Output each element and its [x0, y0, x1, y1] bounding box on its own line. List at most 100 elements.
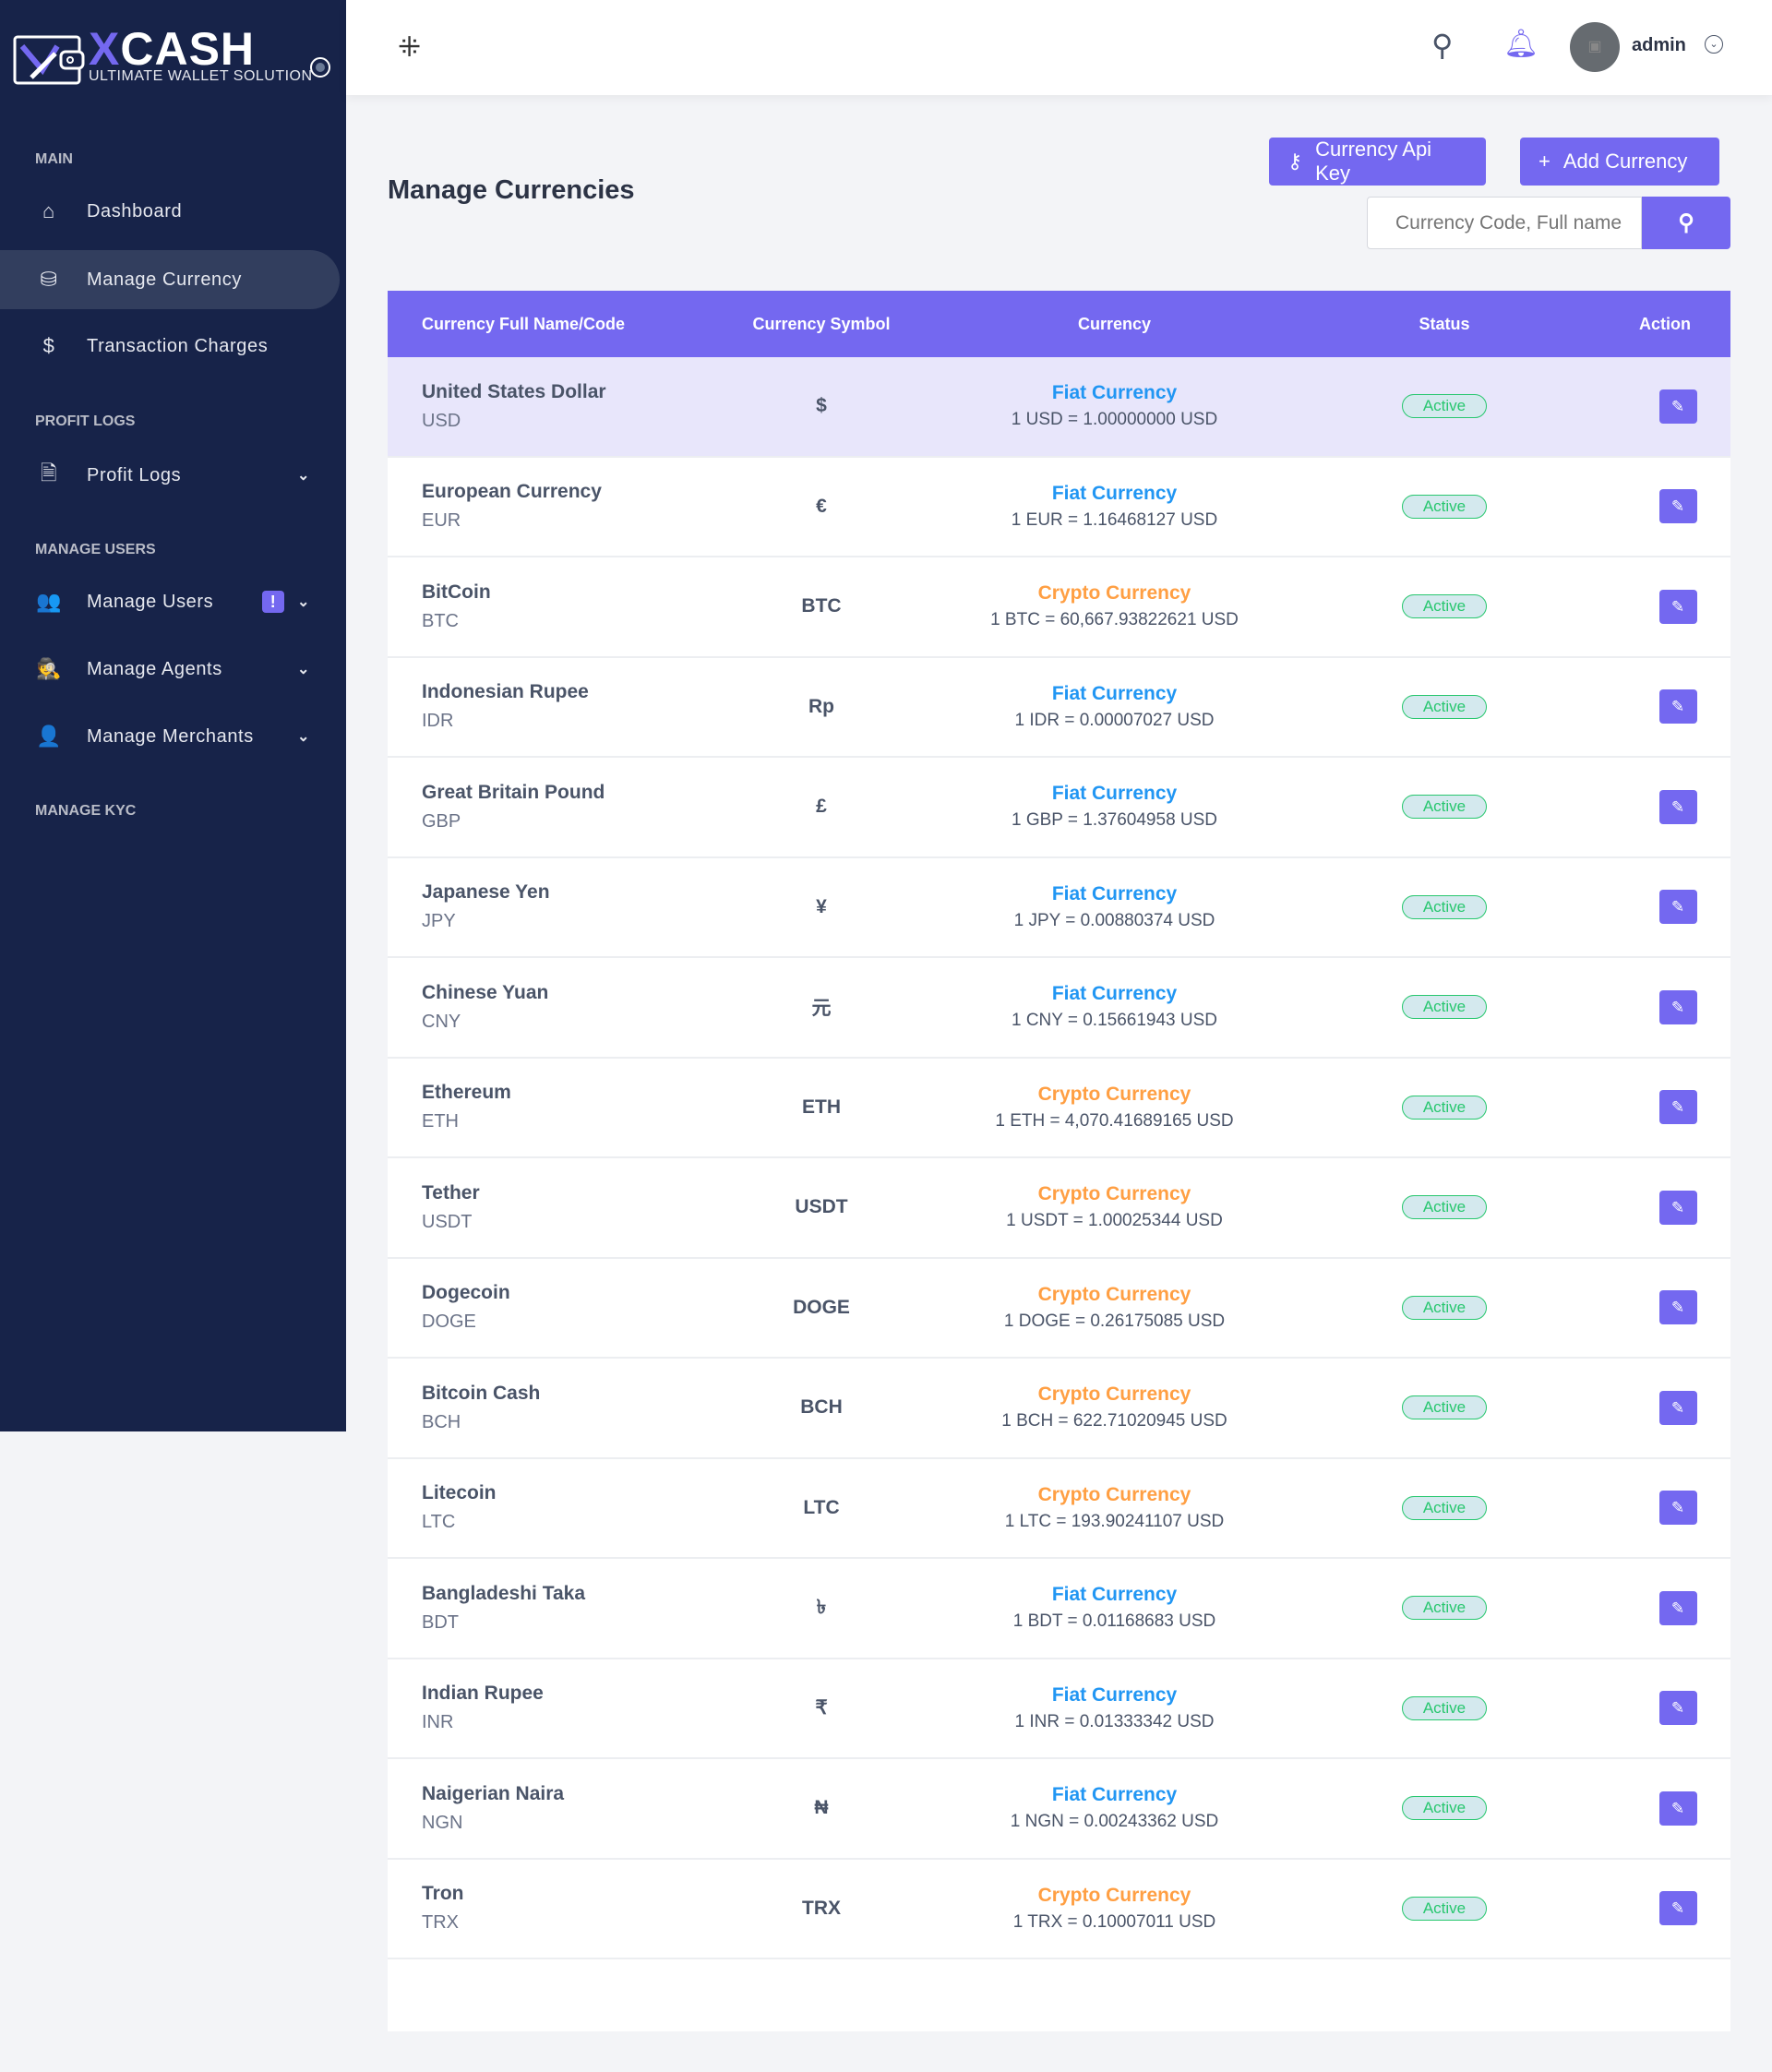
edit-button[interactable]: ✎	[1658, 689, 1697, 725]
edit-button[interactable]: ✎	[1658, 989, 1697, 1024]
edit-icon: ✎	[1670, 1699, 1685, 1718]
table-row: Bangladeshi Taka BDT ৳ Fiat Currency 1 BDT…	[388, 1559, 1730, 1659]
edit-icon: ✎	[1670, 1499, 1685, 1517]
currency-name: Litecoin	[422, 1482, 497, 1504]
search-button[interactable]: ⚲	[1642, 197, 1730, 249]
status-badge: Active	[1401, 995, 1488, 1020]
currency-cell: Fiat Currency 1 USD = 1.00000000 USD	[941, 357, 1287, 456]
action-cell: ✎	[1658, 1759, 1697, 1858]
exchange-rate: 1 CNY = 0.15661943 USD	[1011, 1011, 1218, 1031]
add-currency-button[interactable]: + Add Currency	[1520, 138, 1719, 186]
table-row: Indonesian Rupee IDR Rp Fiat Currency 1 ID…	[388, 658, 1730, 758]
edit-button[interactable]: ✎	[1658, 1791, 1697, 1826]
status-cell: Active	[1394, 758, 1495, 856]
status-cell: Active	[1394, 858, 1495, 957]
exchange-rate: 1 JPY = 0.00880374 USD	[1013, 910, 1215, 930]
symbol-cell: Rp	[715, 658, 928, 757]
search-input[interactable]	[1367, 197, 1642, 249]
avatar[interactable]: ▣	[1570, 22, 1620, 72]
edit-button[interactable]: ✎	[1658, 890, 1697, 925]
column-header: Status	[1419, 314, 1470, 333]
currency-code: BCH	[422, 1411, 461, 1432]
edit-button[interactable]: ✎	[1658, 1590, 1697, 1625]
status-cell: Active	[1394, 958, 1495, 1057]
sidebar-item-profit-logs[interactable]: 🗎 Profit Logs ⌄	[0, 446, 340, 505]
table-row: Litecoin LTC LTC Crypto Currency 1 LTC = 1…	[388, 1459, 1730, 1559]
edit-button[interactable]: ✎	[1658, 1491, 1697, 1526]
status-badge: Active	[1401, 494, 1488, 519]
table-row: European Currency EUR € Fiat Currency 1 EU…	[388, 458, 1730, 557]
currency-cell: Fiat Currency 1 BDT = 0.01168683 USD	[941, 1559, 1287, 1658]
edit-button[interactable]: ✎	[1658, 589, 1697, 624]
status-badge: Active	[1401, 795, 1488, 820]
symbol-cell: USDT	[715, 1158, 928, 1257]
status-badge: Active	[1401, 594, 1488, 619]
currency-code: USD	[422, 410, 461, 431]
edit-button[interactable]: ✎	[1658, 1090, 1697, 1125]
currency-name: Indonesian Rupee	[422, 681, 589, 703]
edit-button[interactable]: ✎	[1658, 389, 1697, 424]
status-cell: Active	[1394, 1659, 1495, 1758]
currency-type: Crypto Currency	[1037, 1884, 1191, 1906]
chevron-down-icon[interactable]: ⌄	[1705, 35, 1723, 54]
sidebar-item-transaction-charges[interactable]: $ Transaction Charges	[0, 317, 340, 376]
currency-type: Fiat Currency	[1051, 1584, 1178, 1606]
sidebar-item-dashboard[interactable]: ⌂ Dashboard	[0, 182, 340, 241]
currency-code: BDT	[422, 1611, 459, 1633]
column-header: Currency Full Name/Code	[422, 314, 626, 333]
currency-name: Tether	[422, 1181, 480, 1204]
currency-name: Chinese Yuan	[422, 981, 549, 1003]
currency-name: Naigerian Naira	[422, 1782, 565, 1804]
edit-button[interactable]: ✎	[1658, 1891, 1697, 1926]
edit-button[interactable]: ✎	[1658, 1290, 1697, 1325]
name-cell: Tether USDT	[422, 1158, 480, 1257]
currency-cell: Fiat Currency 1 INR = 0.01333342 USD	[941, 1659, 1287, 1758]
edit-button[interactable]: ✎	[1658, 1190, 1697, 1225]
status-cell: Active	[1394, 1359, 1495, 1457]
currency-symbol: LTC	[803, 1496, 840, 1518]
status-cell: Active	[1394, 1759, 1495, 1858]
status-cell: Active	[1394, 458, 1495, 557]
currency-type: Fiat Currency	[1051, 482, 1178, 504]
currency-cell: Fiat Currency 1 NGN = 0.00243362 USD	[941, 1759, 1287, 1858]
currency-name: Dogecoin	[422, 1282, 510, 1304]
action-cell: ✎	[1658, 1259, 1697, 1358]
logo[interactable]: XCASH ULTIMATE WALLET SOLUTION	[13, 26, 313, 87]
currency-name: European Currency	[422, 481, 602, 503]
sidebar-item-manage-currency[interactable]: ⛁ Manage Currency	[0, 250, 340, 309]
name-cell: Naigerian Naira NGN	[422, 1759, 564, 1858]
sidebar-item-manage-users[interactable]: 👥 Manage Users! ⌄	[0, 572, 340, 631]
currency-symbol: DOGE	[793, 1296, 850, 1318]
name-cell: Japanese Yen JPY	[422, 858, 550, 957]
symbol-cell: DOGE	[715, 1259, 928, 1358]
status-cell: Active	[1394, 1559, 1495, 1658]
name-cell: Chinese Yuan CNY	[422, 958, 548, 1057]
table-row: Tether USDT USDT Crypto Currency 1 USDT = …	[388, 1158, 1730, 1259]
edit-button[interactable]: ✎	[1658, 1390, 1697, 1425]
currency-symbol: TRX	[802, 1897, 841, 1919]
search-icon[interactable]: ⚲	[1431, 29, 1454, 62]
currency-name: Bangladeshi Taka	[422, 1582, 586, 1604]
sidebar-item-manage-agents[interactable]: 🕵 Manage Agents ⌄	[0, 640, 340, 699]
action-cell: ✎	[1658, 1158, 1697, 1257]
currency-symbol: ₹	[815, 1697, 828, 1719]
table-header: Currency Full Name/Code Currency Symbol …	[388, 291, 1730, 357]
edit-button[interactable]: ✎	[1658, 1691, 1697, 1726]
sidebar-item-manage-merchants[interactable]: 👤 Manage Merchants ⌄	[0, 707, 340, 766]
edit-button[interactable]: ✎	[1658, 489, 1697, 524]
currency-name: BitCoin	[422, 581, 491, 603]
currency-cell: Crypto Currency 1 TRX = 0.10007011 USD	[941, 1860, 1287, 1958]
collapse-icon[interactable]: ⁜	[398, 32, 422, 63]
bell-icon[interactable]: 🔔︎	[1503, 29, 1539, 59]
name-cell: Litecoin LTC	[422, 1459, 497, 1558]
currency-cell: Crypto Currency 1 BTC = 60,667.93822621 U…	[941, 557, 1287, 656]
section-profit-logs: PROFIT LOGS	[35, 413, 136, 429]
edit-button[interactable]: ✎	[1658, 789, 1697, 824]
currency-cell: Crypto Currency 1 LTC = 193.90241107 USD	[941, 1459, 1287, 1558]
currency-code: USDT	[422, 1211, 473, 1232]
section-manage-users: MANAGE USERS	[35, 542, 156, 557]
currency-api-key-button[interactable]: ⚷ Currency Api Key	[1269, 138, 1486, 186]
sidebar-pin-toggle[interactable]	[310, 57, 330, 78]
users-icon: 👥	[36, 590, 62, 613]
user-name[interactable]: admin	[1632, 35, 1686, 55]
